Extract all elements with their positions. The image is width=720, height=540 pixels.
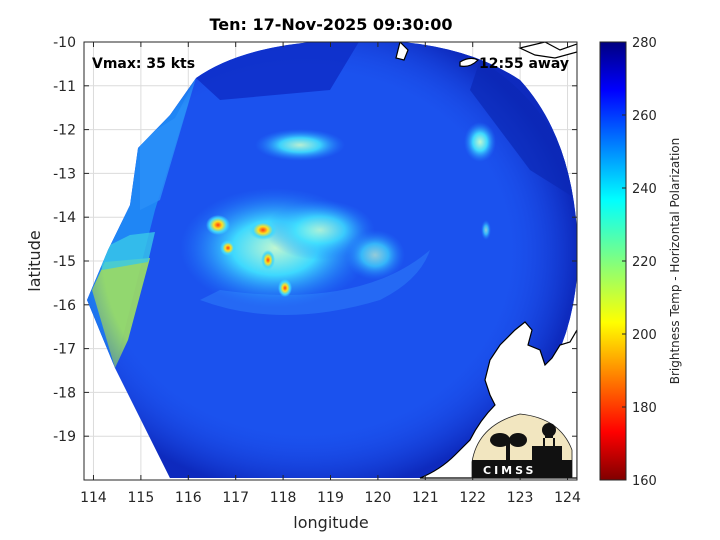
colorbar-tick-label: 160	[632, 474, 657, 489]
cimss-logo: CIMSS	[471, 413, 573, 479]
colorbar-tick-label: 280	[632, 36, 657, 51]
colorbar-tick-label: 240	[632, 182, 657, 197]
x-tick-label: 121	[412, 490, 439, 506]
x-tick-label: 114	[80, 490, 107, 506]
x-axis-label: longitude	[293, 513, 368, 532]
x-tick-label: 116	[175, 490, 202, 506]
y-tick-label: -13	[53, 166, 76, 182]
y-tick-label: -12	[53, 123, 76, 139]
x-tick-label: 115	[128, 490, 155, 506]
y-tick-label: -19	[53, 429, 76, 445]
chart-title: Ten: 17-Nov-2025 09:30:00	[209, 15, 452, 34]
y-tick-label: -11	[53, 79, 76, 95]
y-tick-label: -14	[53, 210, 76, 226]
y-tick-label: -16	[53, 298, 76, 314]
y-tick-label: -10	[53, 35, 76, 51]
x-tick-label: 124	[554, 490, 581, 506]
colorbar-label: Brightness Temp - Horizontal Polarizatio…	[668, 138, 682, 385]
y-tick-label: -18	[53, 385, 76, 401]
distance-annotation: 12:55 away	[479, 56, 569, 72]
colorbar-tick-label: 220	[632, 255, 657, 270]
cimss-logo-text: CIMSS	[483, 464, 536, 477]
colorbar-tick-label: 180	[632, 401, 657, 416]
colorbar-tick-label: 200	[632, 328, 657, 343]
colorbar	[599, 41, 627, 481]
x-tick-label: 119	[317, 490, 344, 506]
x-tick-label: 117	[222, 490, 249, 506]
colorbar-ticks: 280 260 240 220 200 180 160	[622, 36, 657, 489]
y-axis-label: latitude	[25, 230, 44, 291]
axis-ticks: 114 115 116 117 118 119 120 121 122 123 124 -10 -11 -…	[53, 35, 581, 506]
x-tick-label: 118	[270, 490, 297, 506]
x-tick-label: 122	[459, 490, 486, 506]
colorbar-tick-label: 260	[632, 109, 657, 124]
vmax-annotation: Vmax: 35 kts	[92, 56, 195, 72]
y-tick-label: -17	[53, 342, 76, 358]
y-tick-label: -15	[53, 254, 76, 270]
x-tick-label: 120	[365, 490, 392, 506]
x-tick-label: 123	[507, 490, 534, 506]
